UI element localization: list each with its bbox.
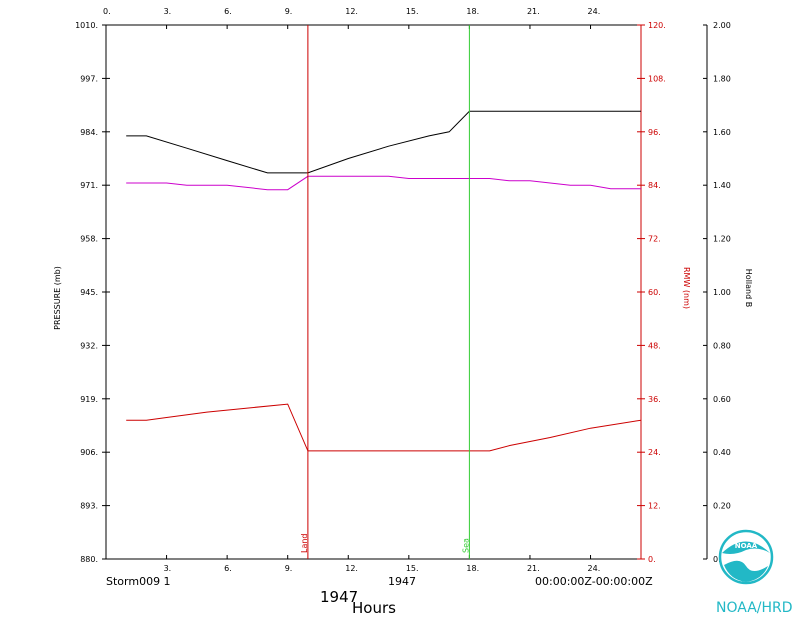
x-tick-label-top: 9. [285, 7, 293, 16]
pressure-tick-label: 984. [80, 128, 98, 137]
annotation-label-sea: Sea [461, 538, 470, 553]
x-tick-label-top: 3. [164, 7, 172, 16]
pressure-tick-label: 958. [80, 235, 98, 244]
pressure-tick-label: 906. [80, 448, 98, 457]
x-tick-label-bottom: 21. [527, 564, 540, 573]
x-tick-label-bottom: 12. [345, 564, 358, 573]
x-tick-label-top: 12. [345, 7, 358, 16]
noaa-logo: NOAA [718, 529, 774, 585]
x-tick-label-top: 6. [224, 7, 232, 16]
holland-b-tick-label: 2.00 [713, 21, 731, 30]
axes-layer: 0. 3. 3. 6. 6. 9. 9. 12. 12. 15. 15. 18. 18. 21. 21. 24… [75, 7, 731, 573]
holland-b-tick-label: 0.20 [713, 502, 731, 511]
holland-b-tick-label: 1.60 [713, 128, 731, 137]
x-tick-label-top: 21. [527, 7, 540, 16]
series-line-holland_b [126, 403, 642, 452]
holland-b-tick-label: 1.80 [713, 74, 731, 83]
holland-b-tick-label: 0.40 [713, 448, 731, 457]
pressure-tick-label: 945. [80, 288, 98, 297]
x-tick-label-bottom: 9. [285, 564, 293, 573]
pressure-axis-label: PRESSURE (mb) [53, 266, 62, 330]
annotation-layer: Land Sea [300, 25, 470, 559]
rmw-tick-label: 120. [648, 21, 666, 30]
annotation-label-land: Land [300, 533, 309, 553]
pressure-tick-label: 971. [80, 181, 98, 190]
x-axis-title: Hours [352, 599, 396, 617]
rmw-tick-label: 12. [648, 502, 661, 511]
time-range-label: 00:00:00Z-00:00:00Z [535, 575, 653, 588]
x-tick-label-bottom: 24. [588, 564, 601, 573]
rmw-axis-label: RMW (nm) [682, 267, 691, 309]
x-tick-label-top: 24. [588, 7, 601, 16]
pressure-tick-label: 932. [80, 341, 98, 350]
x-tick-label-bottom: 15. [406, 564, 419, 573]
holland-b-tick-label: 1.00 [713, 288, 731, 297]
holland-b-tick-label: 1.40 [713, 181, 731, 190]
x-tick-label-bottom: 6. [224, 564, 232, 573]
rmw-tick-label: 0. [648, 555, 656, 564]
agency-label: NOAA/HRD [716, 600, 793, 616]
holland-b-tick-label: 1.20 [713, 235, 731, 244]
holland-b-tick-label: 0.80 [713, 341, 731, 350]
x-tick-label-top: 0. [103, 7, 111, 16]
storm-id-label: Storm009 1 [106, 575, 171, 588]
rmw-tick-label: 36. [648, 395, 661, 404]
rmw-tick-label: 96. [648, 128, 661, 137]
series-layer [126, 110, 642, 452]
pressure-tick-label: 893. [80, 502, 98, 511]
rmw-tick-label: 84. [648, 181, 661, 190]
pressure-tick-label: 997. [80, 74, 98, 83]
year-bottom-label: 1947 [320, 588, 358, 606]
series-line-pressure [126, 110, 641, 174]
year-center-label: 1947 [388, 575, 416, 588]
rmw-tick-label: 72. [648, 235, 661, 244]
rmw-tick-label: 60. [648, 288, 661, 297]
x-tick-label-bottom: 3. [164, 564, 172, 573]
rmw-tick-label: 48. [648, 341, 661, 350]
pressure-tick-label: 919. [80, 395, 98, 404]
rmw-tick-label: 24. [648, 448, 661, 457]
x-tick-label-bottom: 18. [466, 564, 479, 573]
noaa-logo-text: NOAA [735, 542, 758, 550]
holland-b-axis-label: Holland B [744, 269, 753, 307]
rmw-tick-label: 108. [648, 74, 666, 83]
x-tick-label-top: 18. [466, 7, 479, 16]
x-tick-label-top: 15. [406, 7, 419, 16]
pressure-tick-label: 1010. [75, 21, 98, 30]
holland-b-tick-label: 0.60 [713, 395, 731, 404]
series-line-rmw [126, 175, 641, 191]
pressure-tick-label: 880. [80, 555, 98, 564]
